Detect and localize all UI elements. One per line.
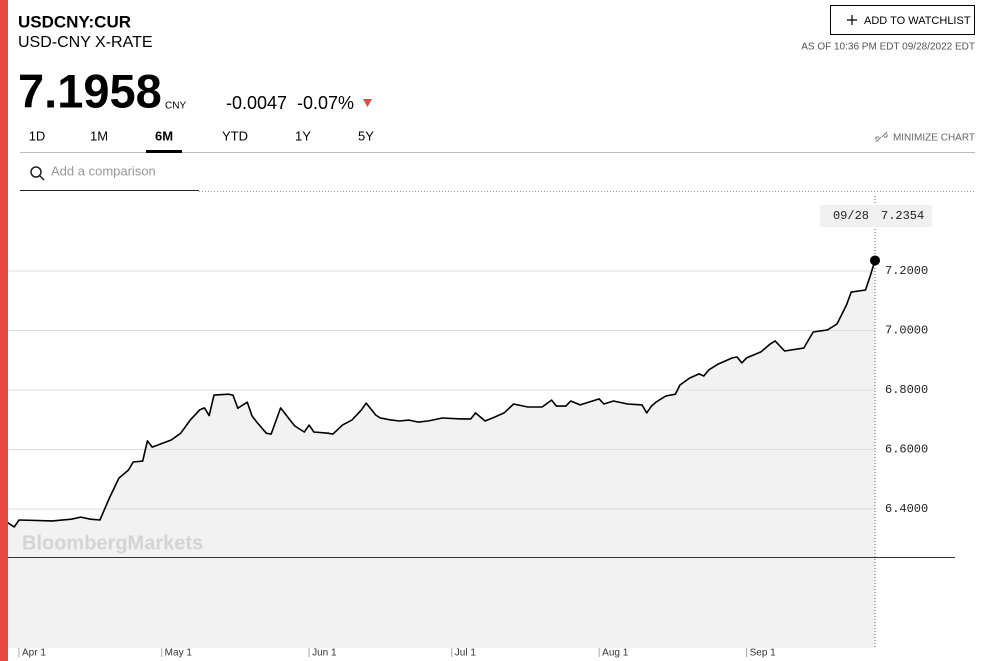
tab[interactable]: 5Y [358,128,374,143]
x-tick-label: Jun 1 [312,648,337,659]
tabs: 1D 1M 6M YTD 1Y 5Y [29,128,375,143]
y-tick-label: 6.8000 [885,383,928,397]
tab[interactable]: 1M [90,128,108,143]
y-tick-label: 7.0000 [885,324,928,338]
price-line [0,260,876,528]
x-tick-label: Sep 1 [750,648,777,659]
search-icon [30,166,42,178]
tooltip-date: 09/28 [833,209,869,223]
tab[interactable]: 1Y [295,128,311,143]
plus-icon [847,15,857,25]
comparison-search[interactable]: Add a comparison [20,163,199,191]
change: -0.0047 [226,93,287,113]
down-arrow [363,99,372,107]
watchlist-button[interactable]: ADD TO WATCHLIST [830,5,975,35]
search-icon-handle [38,174,45,181]
plot: 6.4000 6.6000 6.8000 7.0000 7.2000 BloombergM… [0,196,955,659]
minimize-icon [875,131,888,143]
watermark: BloombergMarkets [22,532,203,554]
x-tick-label: Aug 1 [602,648,629,659]
x-tick-label: Jul 1 [455,648,477,659]
tab[interactable]: 6M [155,128,173,143]
ticker: USDCNY:CUR [18,12,131,31]
y-tick-label: 6.6000 [885,443,928,457]
last-point [870,255,880,266]
button-label: ADD TO WATCHLIST [864,15,971,27]
tab[interactable]: YTD [222,128,248,143]
y-tick-label: 6.4000 [885,502,928,516]
area-fill [0,260,875,648]
as-of: AS OF 10:36 PM EDT 09/28/2022 EDT [801,42,975,53]
tab-underline [146,150,182,153]
minimize-chart[interactable]: MINIMIZE CHART [875,131,975,144]
tooltip-value: 7.2354 [881,209,924,223]
accent-bar [0,0,8,661]
currency: CNY [165,101,186,112]
minimize-label: MINIMIZE CHART [893,133,975,144]
y-tick-label: 7.2000 [885,264,928,278]
tab[interactable]: 1D [29,128,46,143]
tooltip-box [820,205,932,227]
instrument-name: USD-CNY X-RATE [18,34,153,51]
search-placeholder: Add a comparison [51,163,156,178]
x-tick-label: Apr 1 [22,648,46,659]
price: 7.1958 [18,64,162,117]
x-tick-label: May 1 [165,648,193,659]
change-pct: -0.07% [297,93,354,113]
